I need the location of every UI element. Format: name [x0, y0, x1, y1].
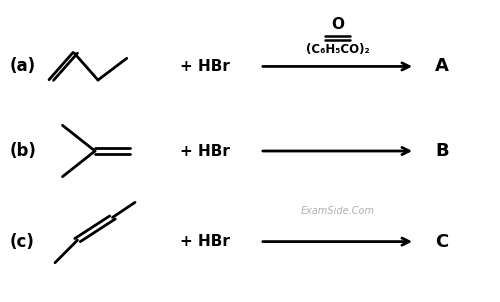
Text: ExamSide.Com: ExamSide.Com: [300, 206, 374, 217]
Text: (b): (b): [10, 142, 37, 160]
Text: (c): (c): [10, 233, 35, 251]
Text: O: O: [331, 17, 344, 32]
Text: + HBr: + HBr: [180, 59, 230, 74]
Text: B: B: [435, 142, 448, 160]
Text: (a): (a): [10, 57, 36, 76]
Text: + HBr: + HBr: [180, 143, 230, 159]
Text: C: C: [435, 233, 448, 251]
Text: + HBr: + HBr: [180, 234, 230, 249]
Text: A: A: [435, 57, 449, 76]
Text: (C₆H₅CO)₂: (C₆H₅CO)₂: [306, 43, 370, 56]
